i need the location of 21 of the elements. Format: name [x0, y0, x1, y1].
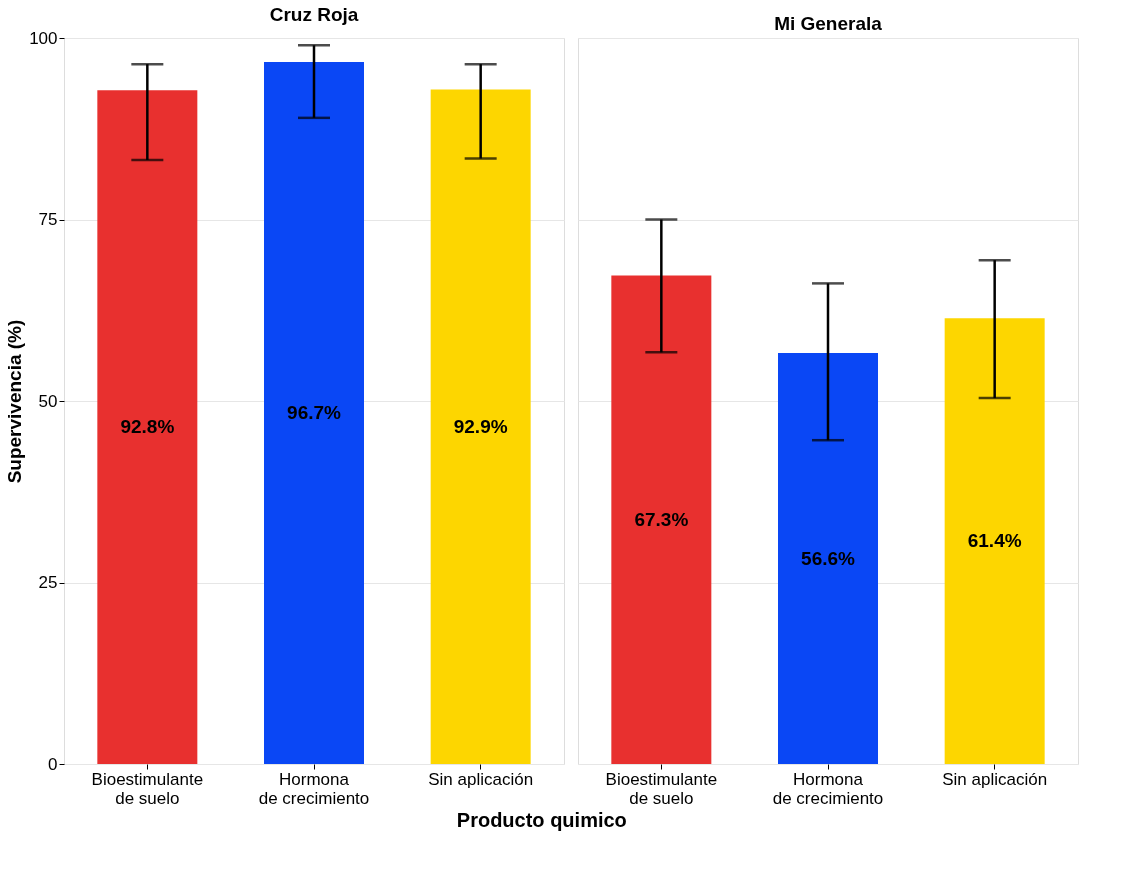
y-tick-label: 25 — [38, 573, 58, 592]
y-tick-label: 50 — [38, 391, 58, 411]
x-axis-title: Producto quimico — [456, 808, 627, 831]
x-tick-label: Bioestimulante de suelo — [91, 769, 204, 808]
data-label: 92.8% — [120, 416, 175, 438]
data-label: 61.4% — [967, 530, 1022, 552]
x-tick-label: Sin aplicación — [942, 769, 1048, 789]
y-tick-label: 100 — [29, 28, 58, 48]
y-axis-title: Supervivencia (%) — [4, 319, 26, 484]
y-tick-label: 75 — [38, 210, 58, 229]
data-label: 96.7% — [287, 401, 342, 423]
x-tick-label: Sin aplicación — [428, 769, 534, 789]
data-label: 56.6% — [801, 547, 856, 569]
data-label: 67.3% — [634, 508, 689, 530]
y-tick-label: 0 — [48, 754, 58, 774]
x-tick-label: Bioestimulante de suelo — [605, 769, 718, 808]
chart-title: Mi Generala — [774, 13, 883, 34]
x-tick-label: Hormona de crecimiento — [772, 769, 884, 808]
chart-title: Cruz Roja — [269, 4, 359, 25]
data-label: 92.9% — [453, 415, 508, 437]
x-tick-label: Hormona de crecimiento — [258, 769, 370, 808]
